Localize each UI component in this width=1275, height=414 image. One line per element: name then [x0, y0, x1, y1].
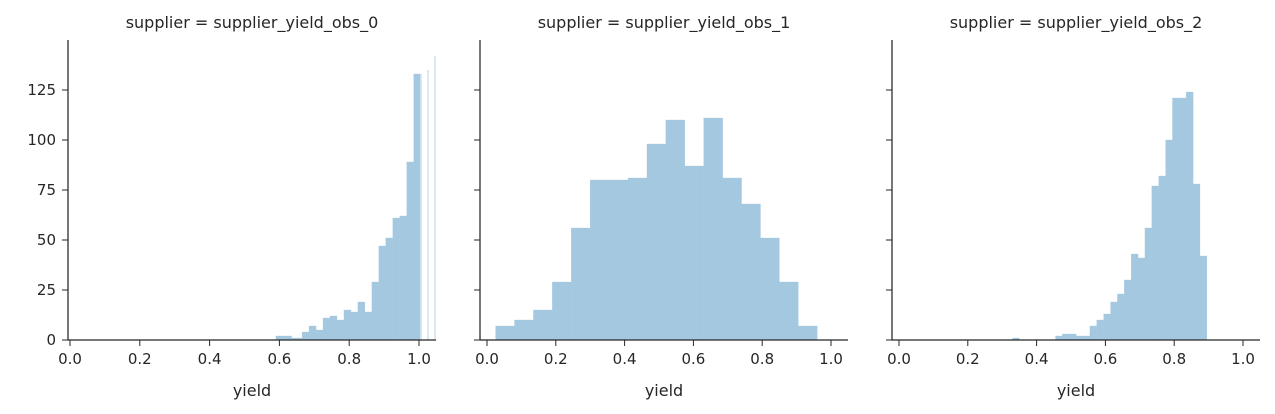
histogram-bar: [315, 329, 324, 341]
histogram-bar: [1186, 91, 1194, 341]
x-tick-label: 0.0: [475, 350, 499, 368]
x-tick-label: 0.2: [956, 350, 980, 368]
x-tick-label: 1.0: [1231, 350, 1255, 368]
histogram-bar: [364, 311, 373, 341]
y-tick-label: 100: [27, 131, 56, 149]
x-tick-label: 1.0: [407, 350, 431, 368]
x-tick-label: 0.8: [1162, 350, 1186, 368]
histogram-bar: [533, 309, 553, 341]
histogram-bar: [1069, 333, 1077, 341]
panel-title: supplier = supplier_yield_obs_2: [950, 13, 1203, 33]
histogram-bar: [1096, 319, 1104, 341]
y-tick-label: 25: [37, 281, 56, 299]
histogram-bars: [1012, 91, 1208, 341]
histogram-bar: [608, 179, 629, 341]
histogram-bar: [322, 317, 331, 341]
histogram-bar: [495, 325, 515, 341]
histogram-bar: [571, 227, 591, 341]
histogram-bar: [308, 325, 317, 341]
histogram-bar: [1199, 255, 1208, 341]
histogram-bar: [343, 309, 352, 341]
histogram-bar: [590, 179, 610, 341]
histogram-bar: [329, 315, 338, 341]
histogram-bar: [1137, 257, 1146, 341]
histogram-bars: [275, 55, 436, 341]
histogram-bar: [427, 69, 429, 341]
histogram-bar: [413, 73, 421, 341]
histogram-bar: [1110, 301, 1118, 341]
panel-title: supplier = supplier_yield_obs_1: [538, 13, 791, 33]
histogram-bar: [1124, 279, 1132, 341]
histogram-bar: [703, 117, 723, 341]
x-tick-label: 0.2: [544, 350, 568, 368]
histogram-bar: [350, 311, 359, 341]
y-tick-label: 75: [37, 181, 56, 199]
x-axis-label: yield: [233, 381, 271, 400]
x-tick-label: 0.4: [1025, 350, 1049, 368]
x-tick-label: 0.6: [681, 350, 705, 368]
y-tick-label: 0: [46, 331, 56, 349]
histogram-bar: [779, 281, 799, 341]
histogram-bar: [1131, 253, 1139, 341]
histogram-bar: [392, 217, 400, 341]
x-axis-label: yield: [645, 381, 683, 400]
x-tick-label: 1.0: [819, 350, 843, 368]
histogram-bar: [741, 203, 761, 341]
x-tick-label: 0.2: [128, 350, 152, 368]
histogram-bar: [1192, 183, 1201, 341]
y-tick-label: 50: [37, 231, 56, 249]
histogram-bar: [399, 215, 407, 341]
histogram-bar: [646, 143, 667, 341]
facet-panel-2: supplier = supplier_yield_obs_2 0.0 0.2 0.4…: [886, 13, 1260, 400]
histogram-bar: [371, 281, 380, 341]
histogram-bar: [1165, 139, 1173, 341]
histogram-bar: [1172, 97, 1180, 341]
histogram-bar: [514, 319, 534, 341]
x-axis-label: yield: [1057, 381, 1095, 400]
histogram-bar: [357, 301, 366, 341]
histogram-bar: [665, 119, 685, 341]
x-tick-label: 0.0: [887, 350, 911, 368]
facet-panel-0: supplier = supplier_yield_obs_0 0.0 0.2 0.4…: [27, 13, 436, 400]
histogram-bar: [627, 177, 648, 341]
histogram-bar: [378, 245, 386, 341]
x-tick-label: 0.8: [750, 350, 774, 368]
histogram-bar: [1144, 227, 1152, 341]
x-tick-label: 0.4: [613, 350, 637, 368]
histogram-bar: [301, 331, 310, 341]
histogram-bar: [1062, 333, 1070, 341]
x-tick-label: 0.6: [267, 350, 291, 368]
y-tick-label: 125: [27, 81, 56, 99]
histogram-bar: [684, 165, 704, 341]
histogram-bar: [420, 73, 422, 341]
facet-panel-1: supplier = supplier_yield_obs_1 0.0 0.2 0.4…: [474, 13, 848, 400]
histogram-bar: [434, 55, 436, 341]
histogram-bars: [495, 117, 818, 341]
histogram-bar: [1089, 325, 1097, 341]
histogram-bar: [760, 237, 780, 341]
histogram-bar: [1179, 97, 1187, 341]
x-tick-label: 0.6: [1093, 350, 1117, 368]
histogram-bar: [798, 325, 818, 341]
histogram-bar: [1151, 185, 1159, 341]
histogram-bar: [406, 161, 414, 341]
histogram-bar: [1117, 293, 1125, 341]
histogram-bar: [552, 281, 572, 341]
histogram-bar: [385, 237, 393, 341]
x-tick-label: 0.4: [198, 350, 222, 368]
x-tick-label: 0.0: [58, 350, 82, 368]
x-tick-label: 0.8: [337, 350, 361, 368]
histogram-bar: [1158, 175, 1166, 341]
histogram-bar: [1103, 313, 1111, 341]
panel-title: supplier = supplier_yield_obs_0: [126, 13, 379, 33]
histogram-bar: [336, 319, 345, 341]
histogram-bar: [722, 177, 742, 341]
